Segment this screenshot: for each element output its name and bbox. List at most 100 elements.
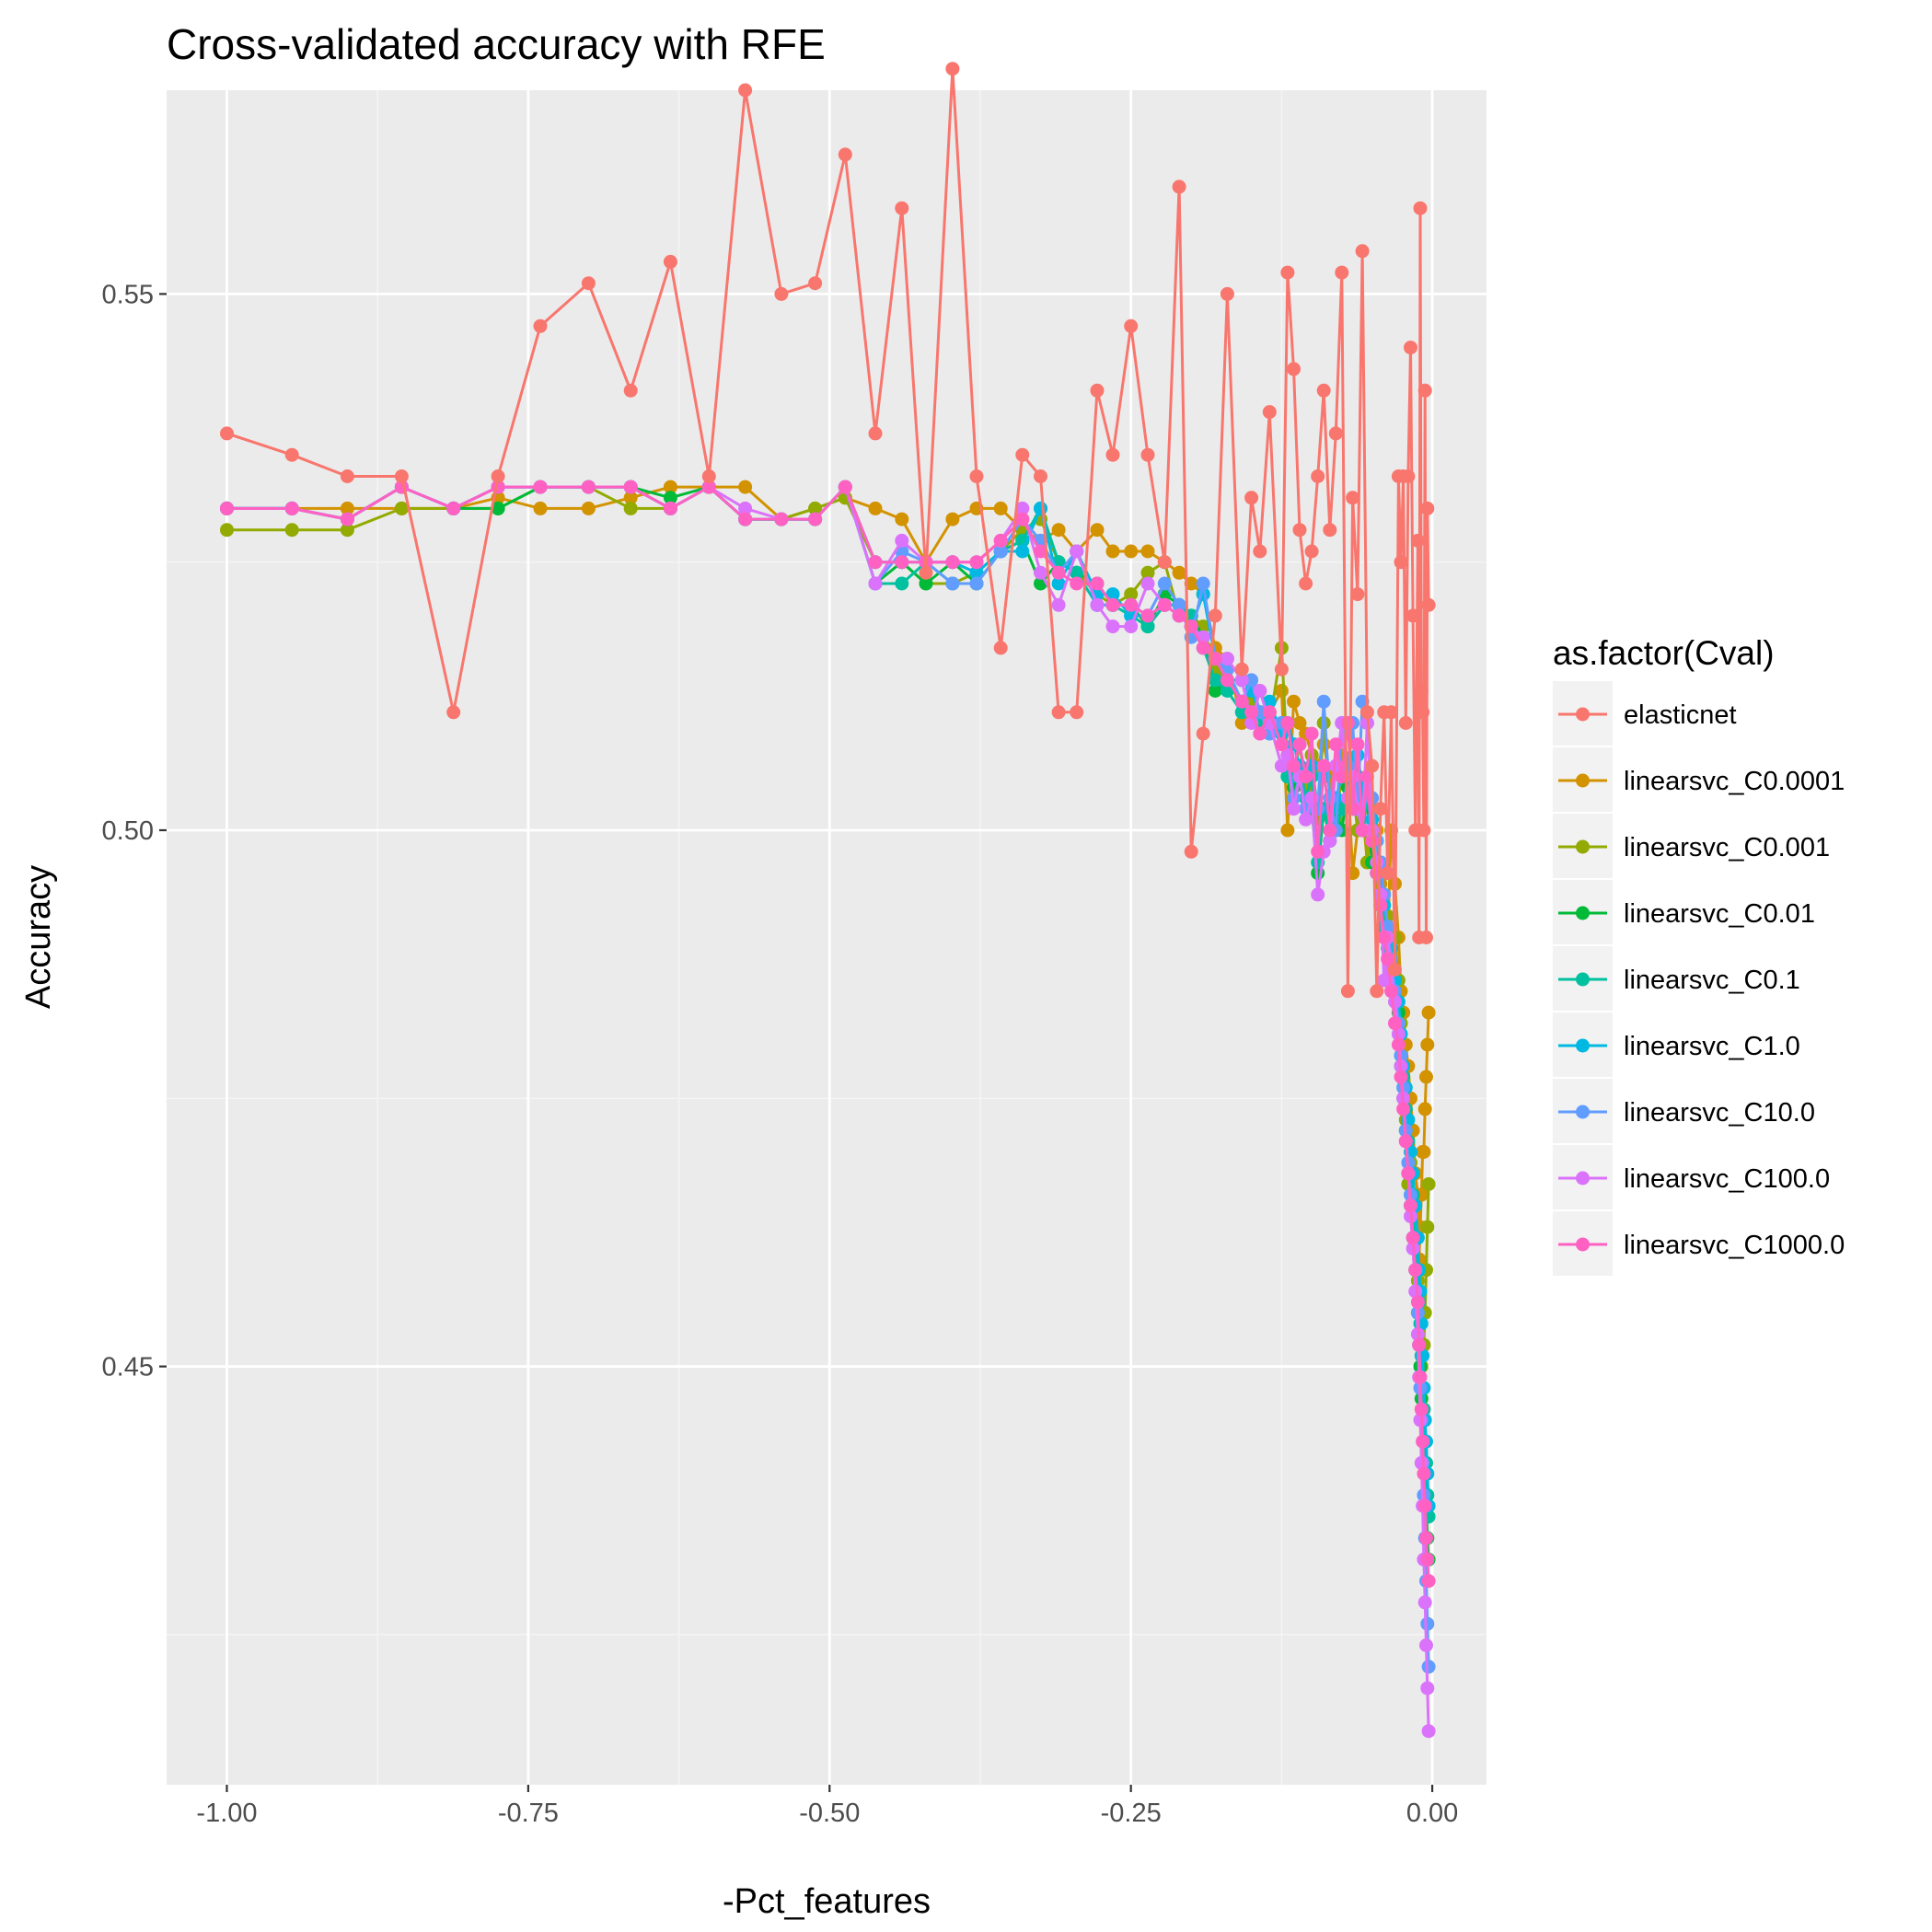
data-point xyxy=(1365,758,1380,773)
data-point xyxy=(284,501,299,515)
data-point xyxy=(1388,1016,1402,1031)
data-point xyxy=(1323,834,1337,849)
data-point xyxy=(1015,544,1030,559)
data-point xyxy=(394,501,409,515)
data-point xyxy=(1416,705,1430,720)
data-point xyxy=(1196,576,1210,591)
data-point xyxy=(663,491,677,505)
data-point xyxy=(1373,898,1388,912)
data-point xyxy=(1234,673,1249,688)
data-point xyxy=(446,705,461,720)
data-point xyxy=(1311,887,1325,902)
data-point xyxy=(394,469,409,483)
data-point xyxy=(1421,1724,1436,1739)
data-point xyxy=(993,544,1008,559)
data-point xyxy=(945,62,960,76)
data-point xyxy=(1340,716,1355,730)
data-point xyxy=(1414,684,1429,698)
data-point xyxy=(1287,694,1301,709)
data-point xyxy=(868,426,883,441)
legend-item: linearsvc_C0.0001 xyxy=(1553,747,1845,812)
data-point xyxy=(1350,737,1365,752)
data-point xyxy=(738,512,753,526)
legend-item: linearsvc_C100.0 xyxy=(1553,1145,1830,1209)
data-point xyxy=(1359,705,1374,720)
legend-label: linearsvc_C1000.0 xyxy=(1624,1231,1845,1260)
data-point xyxy=(1346,802,1360,816)
legend-item: linearsvc_C10.0 xyxy=(1553,1079,1815,1143)
x-axis: -1.00 -0.75 -0.50 -0.25 0.00 xyxy=(196,1785,1458,1828)
data-point xyxy=(1421,1177,1436,1191)
data-point xyxy=(1419,1531,1433,1545)
data-point xyxy=(1340,984,1355,999)
data-point xyxy=(969,555,984,570)
data-point xyxy=(1355,823,1370,838)
data-point xyxy=(1420,1037,1435,1052)
data-point xyxy=(1350,587,1365,602)
data-point xyxy=(1346,491,1360,505)
data-point xyxy=(1157,555,1172,570)
data-point xyxy=(1316,694,1331,709)
data-point xyxy=(1140,447,1155,462)
data-point xyxy=(1292,523,1307,538)
data-point xyxy=(1304,726,1319,741)
data-point xyxy=(969,565,984,580)
data-point xyxy=(868,555,883,570)
data-point xyxy=(1335,265,1349,280)
data-point xyxy=(1316,758,1331,773)
data-point xyxy=(1105,587,1120,602)
data-point xyxy=(1280,265,1295,280)
data-point xyxy=(1417,1498,1432,1513)
data-point xyxy=(1287,758,1301,773)
legend-label: linearsvc_C0.1 xyxy=(1624,966,1800,995)
legend-key-point xyxy=(1576,1171,1590,1186)
legend-title: as.factor(Cval) xyxy=(1553,634,1775,672)
data-point xyxy=(1292,716,1307,730)
data-point xyxy=(581,501,596,515)
x-tick-label: 0.00 xyxy=(1406,1799,1458,1828)
data-point xyxy=(838,147,852,162)
data-point xyxy=(1311,844,1325,859)
data-point xyxy=(1316,383,1331,398)
legend-label: linearsvc_C1.0 xyxy=(1624,1032,1800,1061)
data-point xyxy=(1172,608,1186,623)
data-point xyxy=(1244,673,1259,688)
data-point xyxy=(1234,694,1249,709)
data-point xyxy=(738,480,753,494)
data-point xyxy=(1280,716,1295,730)
data-point xyxy=(774,286,789,301)
data-point xyxy=(868,501,883,515)
data-point xyxy=(1184,844,1198,859)
data-point xyxy=(220,523,234,538)
y-tick-label: 0.45 xyxy=(102,1353,154,1382)
data-point xyxy=(623,491,638,505)
legend-label: linearsvc_C0.0001 xyxy=(1624,767,1845,796)
data-point xyxy=(1124,619,1139,634)
data-point xyxy=(1051,565,1066,580)
legend-item: linearsvc_C0.001 xyxy=(1553,814,1830,878)
x-tick-label: -0.50 xyxy=(799,1799,860,1828)
data-point xyxy=(1070,705,1084,720)
data-point xyxy=(1398,716,1413,730)
data-point xyxy=(1140,544,1155,559)
data-point xyxy=(1413,1370,1428,1384)
x-axis-title: -Pct_features xyxy=(723,1882,931,1921)
data-point xyxy=(1410,1295,1425,1310)
data-point xyxy=(1124,544,1139,559)
data-point xyxy=(1417,823,1431,838)
data-point xyxy=(1051,576,1066,591)
data-point xyxy=(808,501,823,515)
data-point xyxy=(838,480,852,494)
data-point xyxy=(1051,523,1066,538)
data-point xyxy=(1406,1231,1420,1245)
data-point xyxy=(1420,501,1435,515)
legend: as.factor(Cval) elasticnet linearsvc_C0.0… xyxy=(1553,634,1845,1276)
data-point xyxy=(895,555,909,570)
legend-key-point xyxy=(1576,773,1590,788)
data-point xyxy=(1105,597,1120,612)
data-point xyxy=(1410,533,1425,548)
data-point xyxy=(993,501,1008,515)
legend-key-point xyxy=(1576,906,1590,920)
data-point xyxy=(663,501,677,515)
data-point xyxy=(1220,286,1234,301)
